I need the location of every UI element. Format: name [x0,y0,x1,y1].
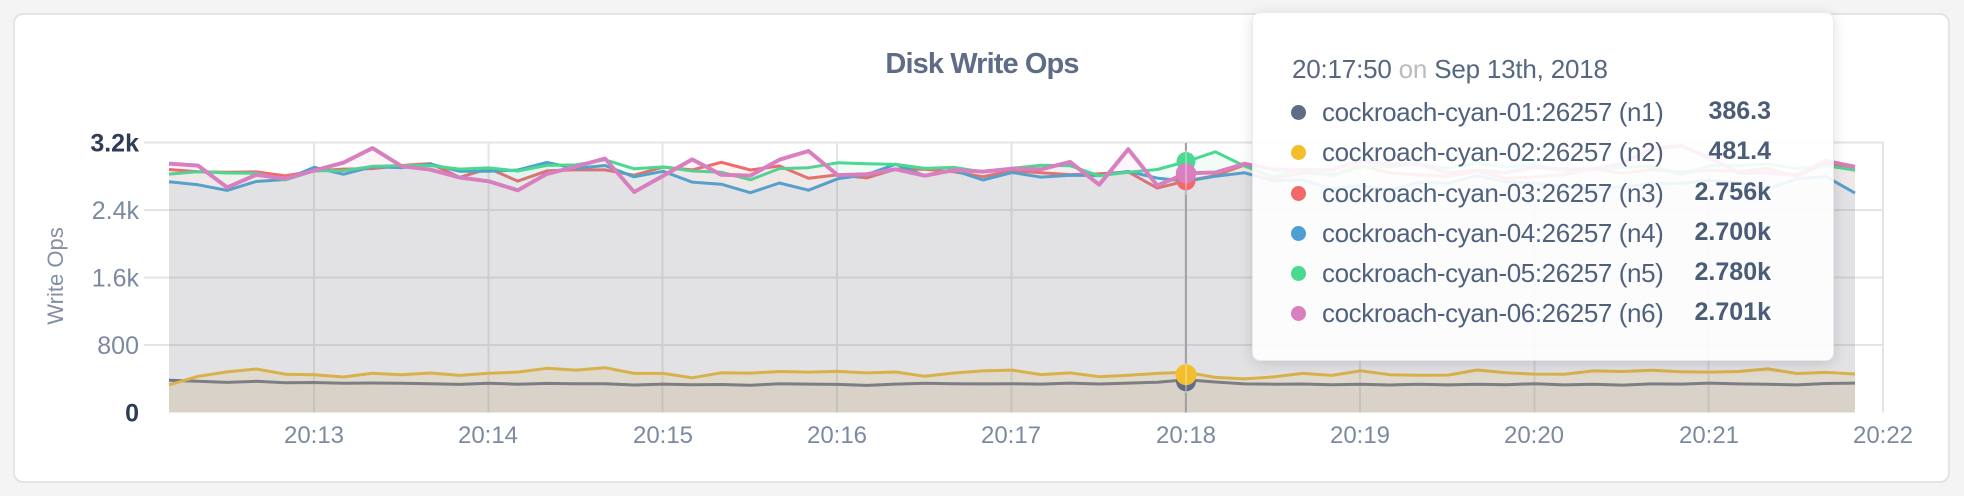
svg-text:20:15: 20:15 [633,422,693,449]
svg-text:20:20: 20:20 [1504,422,1564,449]
svg-text:Write Ops: Write Ops [43,227,68,324]
svg-text:2.4k: 2.4k [92,197,140,225]
svg-text:20:16: 20:16 [807,422,867,449]
svg-text:20:13: 20:13 [284,422,344,449]
svg-text:20:21: 20:21 [1679,422,1739,449]
svg-text:20:22: 20:22 [1853,422,1913,449]
svg-text:20:14: 20:14 [458,422,518,449]
svg-text:3.2k: 3.2k [90,130,139,158]
svg-text:20:19: 20:19 [1330,422,1390,449]
svg-text:800: 800 [97,332,139,360]
svg-text:20:17: 20:17 [981,422,1041,449]
svg-text:1.6k: 1.6k [92,265,140,293]
svg-text:0: 0 [125,400,139,428]
svg-text:Disk Write Ops: Disk Write Ops [885,48,1078,80]
svg-text:20:18: 20:18 [1156,422,1216,449]
